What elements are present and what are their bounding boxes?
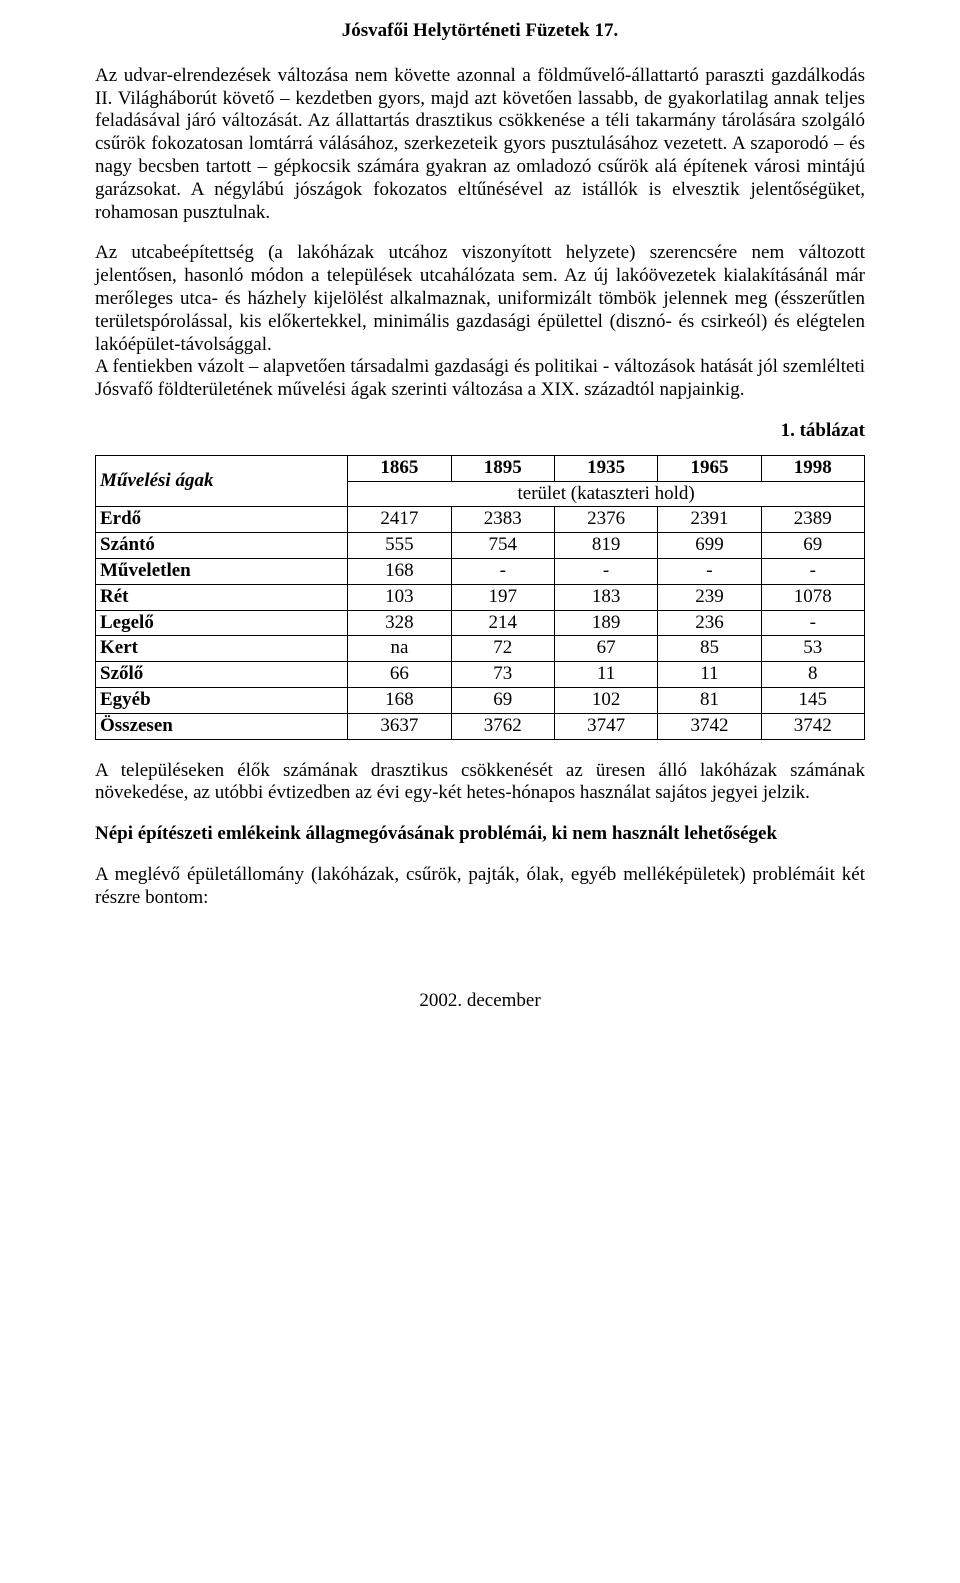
cell: 189 — [554, 610, 657, 636]
table-row: Műveletlen168---- — [96, 558, 865, 584]
row-label: Kert — [96, 636, 348, 662]
cell: 819 — [554, 533, 657, 559]
cell: 66 — [348, 662, 451, 688]
cell: 3742 — [761, 713, 864, 739]
year-col: 1895 — [451, 455, 554, 481]
cell: 73 — [451, 662, 554, 688]
cell: 8 — [761, 662, 864, 688]
section-subheading: Népi építészeti emlékeink állagmegóvásán… — [95, 823, 865, 846]
row-label: Összesen — [96, 713, 348, 739]
year-col: 1865 — [348, 455, 451, 481]
cell: 2391 — [658, 507, 761, 533]
cell: - — [451, 558, 554, 584]
cell: 699 — [658, 533, 761, 559]
cell: 2389 — [761, 507, 864, 533]
cell: - — [554, 558, 657, 584]
cell: 754 — [451, 533, 554, 559]
row-label: Rét — [96, 584, 348, 610]
cell: 67 — [554, 636, 657, 662]
paragraph-3: A fentiekben vázolt – alapvetően társada… — [95, 356, 865, 402]
cell: 145 — [761, 687, 864, 713]
cell: 3762 — [451, 713, 554, 739]
cell: - — [658, 558, 761, 584]
cell: 103 — [348, 584, 451, 610]
table-row: Egyéb1686910281145 — [96, 687, 865, 713]
cell: 3742 — [658, 713, 761, 739]
table-caption: 1. táblázat — [95, 420, 865, 443]
data-table: Művelési ágak 1865 1895 1935 1965 1998 t… — [95, 455, 865, 740]
cell: 1078 — [761, 584, 864, 610]
page-footer: 2002. december — [95, 990, 865, 1013]
year-col: 1935 — [554, 455, 657, 481]
cell: 183 — [554, 584, 657, 610]
cell: 214 — [451, 610, 554, 636]
cell: 85 — [658, 636, 761, 662]
row-label: Műveletlen — [96, 558, 348, 584]
cell: 81 — [658, 687, 761, 713]
table-row: Kertna72678553 — [96, 636, 865, 662]
paragraph-4: A településeken élők számának drasztikus… — [95, 760, 865, 806]
cell: na — [348, 636, 451, 662]
page-header: Jósvafői Helytörténeti Füzetek 17. — [95, 20, 865, 43]
row-label: Szőlő — [96, 662, 348, 688]
cell: - — [761, 558, 864, 584]
row-label: Szántó — [96, 533, 348, 559]
cell: 3637 — [348, 713, 451, 739]
cell: 197 — [451, 584, 554, 610]
cell: 2417 — [348, 507, 451, 533]
table-col1-label: Művelési ágak — [96, 455, 348, 507]
paragraph-5: A meglévő épületállomány (lakóházak, csű… — [95, 864, 865, 910]
cell: 239 — [658, 584, 761, 610]
cell: 236 — [658, 610, 761, 636]
row-label: Legelő — [96, 610, 348, 636]
cell: 168 — [348, 558, 451, 584]
cell: 2376 — [554, 507, 657, 533]
table-row: Erdő24172383237623912389 — [96, 507, 865, 533]
cell: 328 — [348, 610, 451, 636]
cell: 72 — [451, 636, 554, 662]
paragraph-1: Az udvar-elrendezések változása nem köve… — [95, 65, 865, 225]
row-label: Erdő — [96, 507, 348, 533]
cell: 2383 — [451, 507, 554, 533]
paragraph-2: Az utcabeépítettség (a lakóházak utcához… — [95, 242, 865, 356]
cell: 555 — [348, 533, 451, 559]
row-label: Egyéb — [96, 687, 348, 713]
table-row: Rét1031971832391078 — [96, 584, 865, 610]
cell: 69 — [451, 687, 554, 713]
table-row: Szántó55575481969969 — [96, 533, 865, 559]
table-header-row-1: Művelési ágak 1865 1895 1935 1965 1998 — [96, 455, 865, 481]
cell: - — [761, 610, 864, 636]
year-col: 1998 — [761, 455, 864, 481]
table-row: Legelő328214189236- — [96, 610, 865, 636]
table-row: Összesen36373762374737423742 — [96, 713, 865, 739]
cell: 53 — [761, 636, 864, 662]
cell: 11 — [554, 662, 657, 688]
cell: 168 — [348, 687, 451, 713]
cell: 11 — [658, 662, 761, 688]
table-row: Szőlő667311118 — [96, 662, 865, 688]
cell: 102 — [554, 687, 657, 713]
table-subtitle: terület (kataszteri hold) — [348, 481, 865, 507]
year-col: 1965 — [658, 455, 761, 481]
cell: 3747 — [554, 713, 657, 739]
cell: 69 — [761, 533, 864, 559]
